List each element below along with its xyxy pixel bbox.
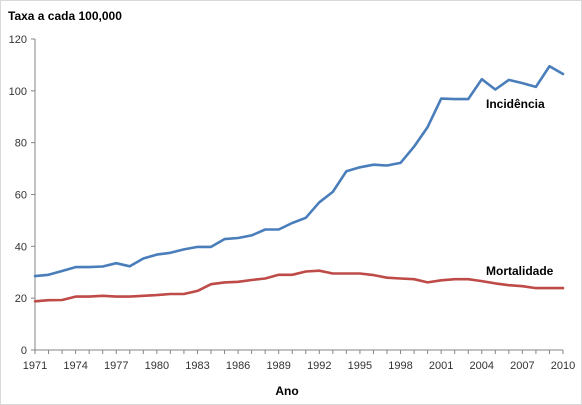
y-tick-label: 40 xyxy=(15,241,27,253)
x-tick-label: 1992 xyxy=(307,360,331,372)
x-tick-label: 1989 xyxy=(266,360,290,372)
x-tick-label: 1980 xyxy=(145,360,169,372)
x-tick-label: 2004 xyxy=(470,360,494,372)
x-tick-label: 1998 xyxy=(388,360,412,372)
y-axis-title: Taxa a cada 100,000 xyxy=(8,9,122,23)
series-line-incidencia xyxy=(33,64,565,278)
axes: 0 20 40 60 80 100 120 1971 1974 1977 1980 1983 1986 1… xyxy=(9,34,576,372)
y-tick-label: 100 xyxy=(9,86,27,98)
series-line-mortalidade xyxy=(33,269,565,303)
y-tick-label: 20 xyxy=(15,293,27,305)
series-label-mortalidade: Mortalidade xyxy=(486,264,554,278)
y-tick-label: 120 xyxy=(9,34,27,46)
x-tick-label: 1974 xyxy=(63,360,87,372)
x-tick-label: 1977 xyxy=(104,360,128,372)
x-tick-label: 2007 xyxy=(510,360,534,372)
x-tick-label: 2010 xyxy=(551,360,575,372)
series-group xyxy=(33,64,565,303)
series-label-incidencia: Incidência xyxy=(486,97,545,111)
x-tick-label: 1983 xyxy=(185,360,209,372)
x-axis-title: Ano xyxy=(275,384,298,398)
x-tick-label: 1986 xyxy=(226,360,250,372)
x-tick-label: 1971 xyxy=(23,360,47,372)
y-tick-label: 0 xyxy=(21,345,27,357)
series-labels: Incidência Mortalidade xyxy=(486,97,554,278)
y-tick-label: 60 xyxy=(15,190,27,202)
x-tick-label: 1995 xyxy=(348,360,372,372)
y-tick-label: 80 xyxy=(15,138,27,150)
x-tick-label: 2001 xyxy=(429,360,453,372)
